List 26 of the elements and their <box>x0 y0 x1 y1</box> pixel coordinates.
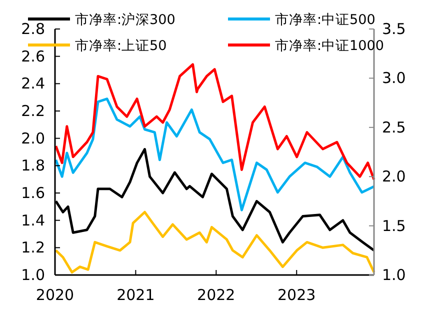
y-tick-label: 1.2 <box>21 238 45 257</box>
y-tick-label: 1.8 <box>21 156 45 175</box>
y-tick-label: 2.2 <box>21 102 45 120</box>
y-tick-label: 1.6 <box>21 184 45 202</box>
x-tick-label: 2023 <box>278 286 316 304</box>
y2-tick-label: 2.5 <box>382 118 406 136</box>
y-tick-label: 2.0 <box>21 129 45 148</box>
y-tick-label: 2.6 <box>21 47 45 66</box>
line-series <box>54 98 376 212</box>
line-series <box>54 63 376 181</box>
x-tick-label: 2020 <box>36 286 74 304</box>
x-tick-label: 2021 <box>116 286 155 304</box>
y-tick-label: 2.8 <box>21 20 45 38</box>
y-tick-label: 1.0 <box>21 266 45 284</box>
y2-tick-label: 3.5 <box>382 20 406 38</box>
legend-label: 市净率:上证50 <box>75 38 167 54</box>
y2-tick-label: 1.5 <box>382 216 406 235</box>
y-tick-label: 2.4 <box>21 74 45 93</box>
legend-label: 市净率:中证1000 <box>275 38 384 54</box>
legend-label: 市净率:中证500 <box>275 12 376 28</box>
y2-tick-label: 2.0 <box>382 168 406 186</box>
x-tick-label: 2022 <box>197 286 236 304</box>
legend-label: 市净率:沪深300 <box>75 12 176 28</box>
y2-tick-label: 3.0 <box>382 69 406 88</box>
y2-tick-label: 1.0 <box>382 266 406 284</box>
y-tick-label: 1.4 <box>21 211 45 230</box>
